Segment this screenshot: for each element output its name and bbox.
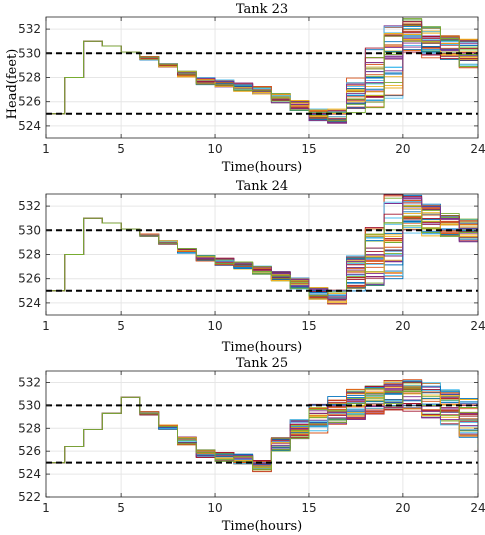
tank-23-y-ticks: 524 526 528 530 532 (18, 22, 478, 133)
tank-25-traces (46, 379, 478, 473)
tank-25-y-ticks: 522 524 526 528 530 532 (18, 375, 478, 504)
x-tick-label: 1 (42, 142, 50, 156)
tank-23-traces (46, 18, 478, 124)
y-tick-label: 526 (18, 272, 41, 286)
trace-line (46, 22, 478, 121)
trace-line (46, 198, 478, 304)
trace-line (46, 194, 478, 298)
x-tick-label: 20 (395, 319, 410, 333)
y-tick-label: 528 (18, 421, 41, 435)
y-tick-label: 532 (18, 22, 41, 36)
tank-23-x-ticks: 1 5 10 15 20 24 (42, 17, 485, 156)
tank-23-title: Tank 23 (236, 2, 288, 17)
tank-23-y-label: Head(feet) (5, 49, 20, 120)
y-tick-label: 524 (18, 119, 41, 133)
y-tick-label: 530 (18, 398, 41, 412)
x-tick-label: 15 (301, 142, 316, 156)
x-tick-label: 24 (470, 319, 485, 333)
tank-23-threshold-lines (46, 52, 478, 115)
trace-line (46, 215, 478, 297)
tank-24-x-ticks: 1 5 10 15 20 24 (42, 194, 485, 333)
trace-line (46, 385, 478, 465)
tank-25-x-label: Time(hours) (222, 519, 302, 534)
tank-24-x-label: Time(hours) (222, 340, 302, 355)
x-tick-label: 20 (395, 142, 410, 156)
trace-line (46, 194, 478, 296)
trace-line (46, 389, 478, 465)
y-tick-label: 526 (18, 444, 41, 458)
trace-line (46, 194, 478, 298)
tank-24-title: Tank 24 (236, 179, 288, 194)
trace-line (46, 384, 478, 465)
trace-line (46, 391, 478, 464)
x-tick-label: 24 (470, 501, 485, 515)
trace-line (46, 205, 478, 300)
trace-line (46, 384, 478, 470)
trace-line (46, 389, 478, 466)
x-tick-label: 5 (117, 501, 125, 515)
tank-25-plot-frame (45, 370, 479, 498)
trace-line (46, 213, 478, 301)
trace-line (46, 382, 478, 467)
trace-line (46, 200, 478, 296)
trace-line (46, 30, 478, 118)
trace-line (46, 197, 478, 300)
x-tick-label: 10 (207, 142, 222, 156)
y-tick-label: 528 (18, 248, 41, 262)
x-tick-label: 1 (42, 319, 50, 333)
trace-line (46, 383, 478, 471)
trace-line (46, 391, 478, 470)
trace-line (46, 385, 478, 473)
tank-25-x-ticks: 1 5 10 15 20 24 (42, 371, 485, 515)
trace-line (46, 379, 478, 466)
x-tick-label: 5 (117, 142, 125, 156)
y-tick-label: 524 (18, 467, 41, 481)
x-tick-label: 24 (470, 142, 485, 156)
trace-line (46, 27, 478, 122)
trace-line (46, 386, 478, 465)
x-tick-label: 15 (301, 319, 316, 333)
y-tick-label: 530 (18, 46, 41, 60)
y-tick-label: 526 (18, 95, 41, 109)
trace-line (46, 396, 478, 466)
trace-line (46, 385, 478, 464)
x-tick-label: 5 (117, 319, 125, 333)
y-tick-label: 528 (18, 71, 41, 85)
y-tick-label: 522 (18, 490, 41, 504)
tank-25-threshold-lines (46, 404, 478, 464)
trace-line (46, 200, 478, 292)
tank-25-title: Tank 25 (236, 356, 288, 371)
tank-24-y-ticks: 524 526 528 530 532 (18, 199, 478, 310)
trace-line (46, 30, 478, 117)
trace-line (46, 205, 478, 299)
tank-24-threshold-lines (46, 229, 478, 292)
trace-line (46, 215, 478, 301)
y-tick-label: 524 (18, 296, 41, 310)
y-tick-label: 532 (18, 199, 41, 213)
x-tick-label: 20 (395, 501, 410, 515)
trace-line (46, 382, 478, 465)
y-tick-label: 530 (18, 223, 41, 237)
x-tick-label: 10 (207, 501, 222, 515)
x-tick-label: 15 (301, 501, 316, 515)
tank-23-x-label: Time(hours) (222, 160, 302, 175)
trace-line (46, 382, 478, 464)
x-tick-label: 10 (207, 319, 222, 333)
tank-24-traces (46, 194, 478, 305)
y-tick-label: 532 (18, 375, 41, 389)
trace-line (46, 382, 478, 471)
x-tick-label: 1 (42, 501, 50, 515)
